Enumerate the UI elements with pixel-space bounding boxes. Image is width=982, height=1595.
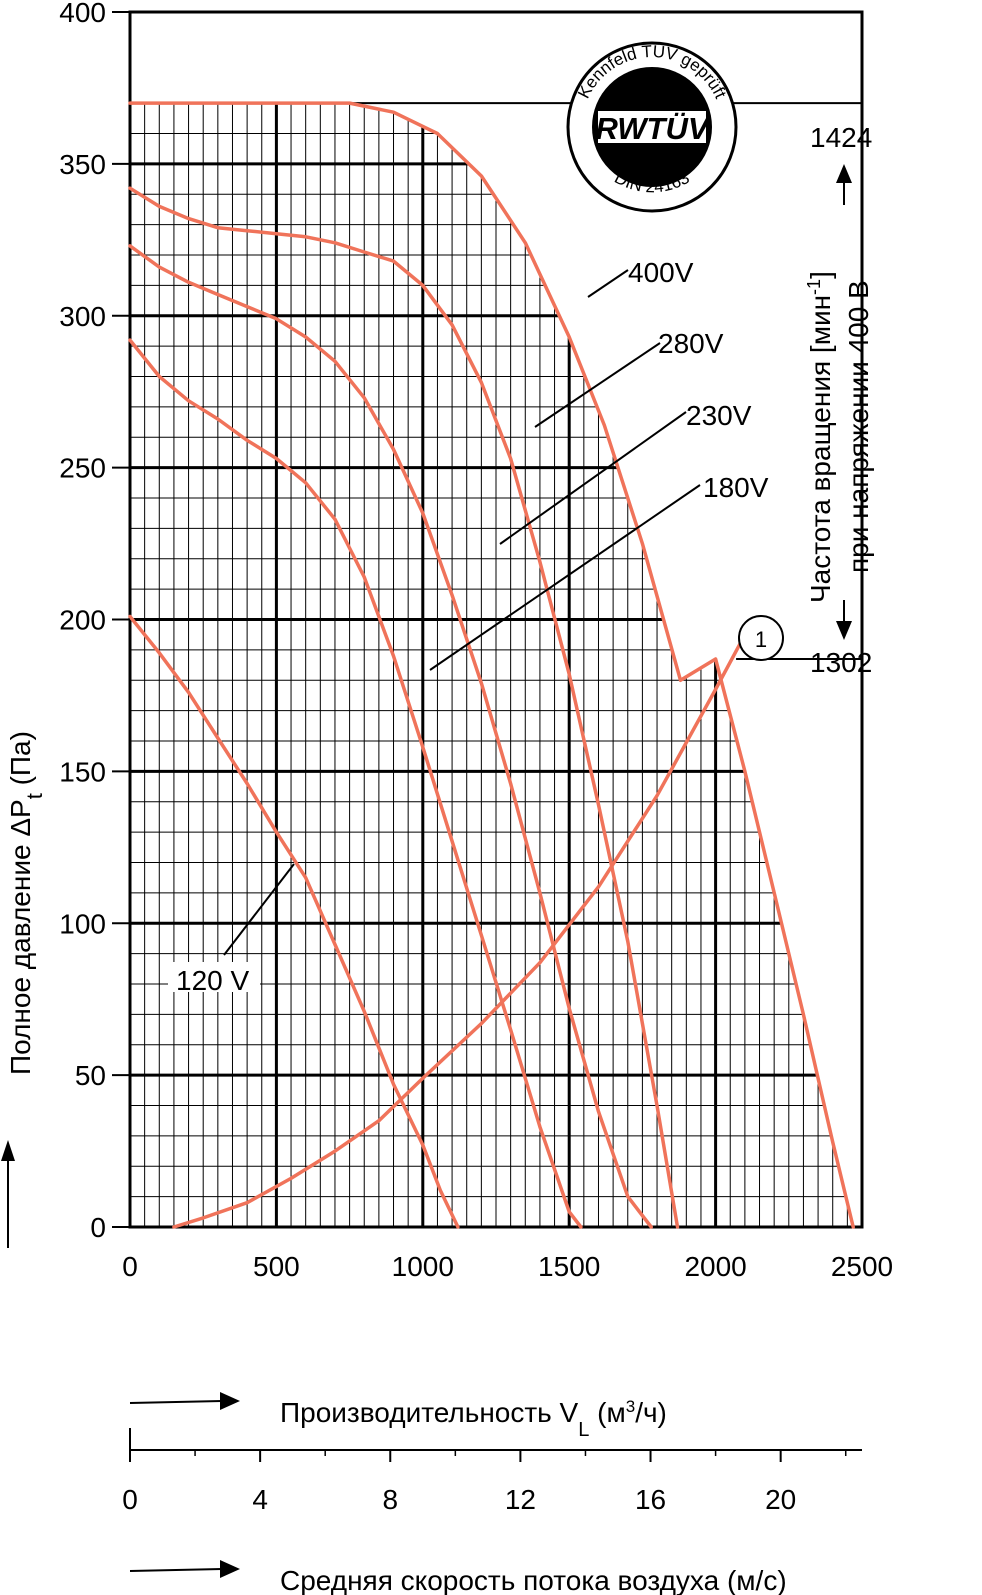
x-axis-label: Производительность VL (м3/ч) <box>280 1397 667 1441</box>
rpm-arrow-down <box>836 600 852 640</box>
x-tick-label: 2500 <box>831 1251 893 1282</box>
curve-400v <box>128 101 855 1229</box>
y-tick-label: 350 <box>59 149 106 180</box>
x-axis-arrow <box>129 1392 240 1410</box>
operating-point-marker: 1 <box>738 615 784 661</box>
y-axis-arrow <box>1 1140 15 1248</box>
series-labels: 400V 280V 230V 180V 120 V <box>168 257 769 996</box>
curve-230v <box>128 244 653 1229</box>
x-tick-label: 1500 <box>538 1251 600 1282</box>
rpm-top-value: 1424 <box>810 122 872 153</box>
minor-grid <box>130 102 848 1227</box>
curves <box>128 101 855 1229</box>
velocity-tick-label: 8 <box>382 1484 398 1515</box>
series-label: 180V <box>703 472 769 503</box>
x2-axis-arrow <box>129 1560 240 1578</box>
label-background <box>168 962 260 992</box>
x-tick-label: 0 <box>122 1251 138 1282</box>
rwtuv-badge: RWTÜV Kennfeld TÜV geprüft DIN 24163 <box>566 41 738 213</box>
series-label: 120 V <box>176 965 249 996</box>
velocity-tick-label: 0 <box>122 1484 138 1515</box>
rpm-bottom-value: 1302 <box>810 647 872 678</box>
right-axis-label-line1: Частота вращения [мин-1] <box>804 271 836 603</box>
series-label: 280V <box>658 328 724 359</box>
x-tick-label: 500 <box>253 1251 300 1282</box>
rpm-arrow-up <box>836 164 852 205</box>
x-tick-label: 2000 <box>684 1251 746 1282</box>
system-curve <box>172 632 747 1229</box>
y-tick-label: 50 <box>75 1060 106 1091</box>
y-tick-label: 100 <box>59 908 106 939</box>
y-tick-label: 400 <box>59 0 106 28</box>
velocity-tick-label: 12 <box>505 1484 536 1515</box>
leader-line <box>587 269 629 298</box>
velocity-tick-label: 4 <box>252 1484 268 1515</box>
series-label: 400V <box>628 257 694 288</box>
leader-line <box>223 863 295 956</box>
major-grid <box>130 103 818 1227</box>
leader-lines <box>223 269 701 956</box>
right-axis-label-line2: при напряжении 400 В <box>843 280 874 573</box>
y-tick-label: 250 <box>59 453 106 484</box>
curve-280v <box>128 186 680 1229</box>
y-tick-label: 0 <box>90 1212 106 1243</box>
badge-brand-text: RWTÜV <box>595 111 710 146</box>
leader-line <box>499 411 687 545</box>
leader-line <box>534 342 661 428</box>
y-axis-label: Полное давление ΔPt (Па) <box>5 731 47 1075</box>
velocity-axis: 0 4 8 12 16 20 <box>122 1428 862 1515</box>
y-tick-label: 300 <box>59 301 106 332</box>
curve-120v <box>128 614 460 1229</box>
axes-text: 0 500 1000 1500 2000 2500 0501001502002503003… <box>5 0 893 1595</box>
velocity-tick-label: 20 <box>765 1484 796 1515</box>
y-tick-label: 200 <box>59 605 106 636</box>
velocity-tick-label: 16 <box>635 1484 666 1515</box>
x-tick-label: 1000 <box>392 1251 454 1282</box>
y-tick-label: 150 <box>59 756 106 787</box>
leader-line <box>429 484 701 671</box>
x2-axis-label: Средняя скорость потока воздуха (м/с) <box>280 1565 787 1595</box>
x-tick-labels: 0 500 1000 1500 2000 2500 <box>122 1251 893 1282</box>
curve-180v <box>128 338 583 1229</box>
y-tick-labels: 0 50 100 150 200 250 300 350 400 <box>59 0 130 1243</box>
operating-point-label: 1 <box>755 627 767 652</box>
series-label: 230V <box>686 400 752 431</box>
